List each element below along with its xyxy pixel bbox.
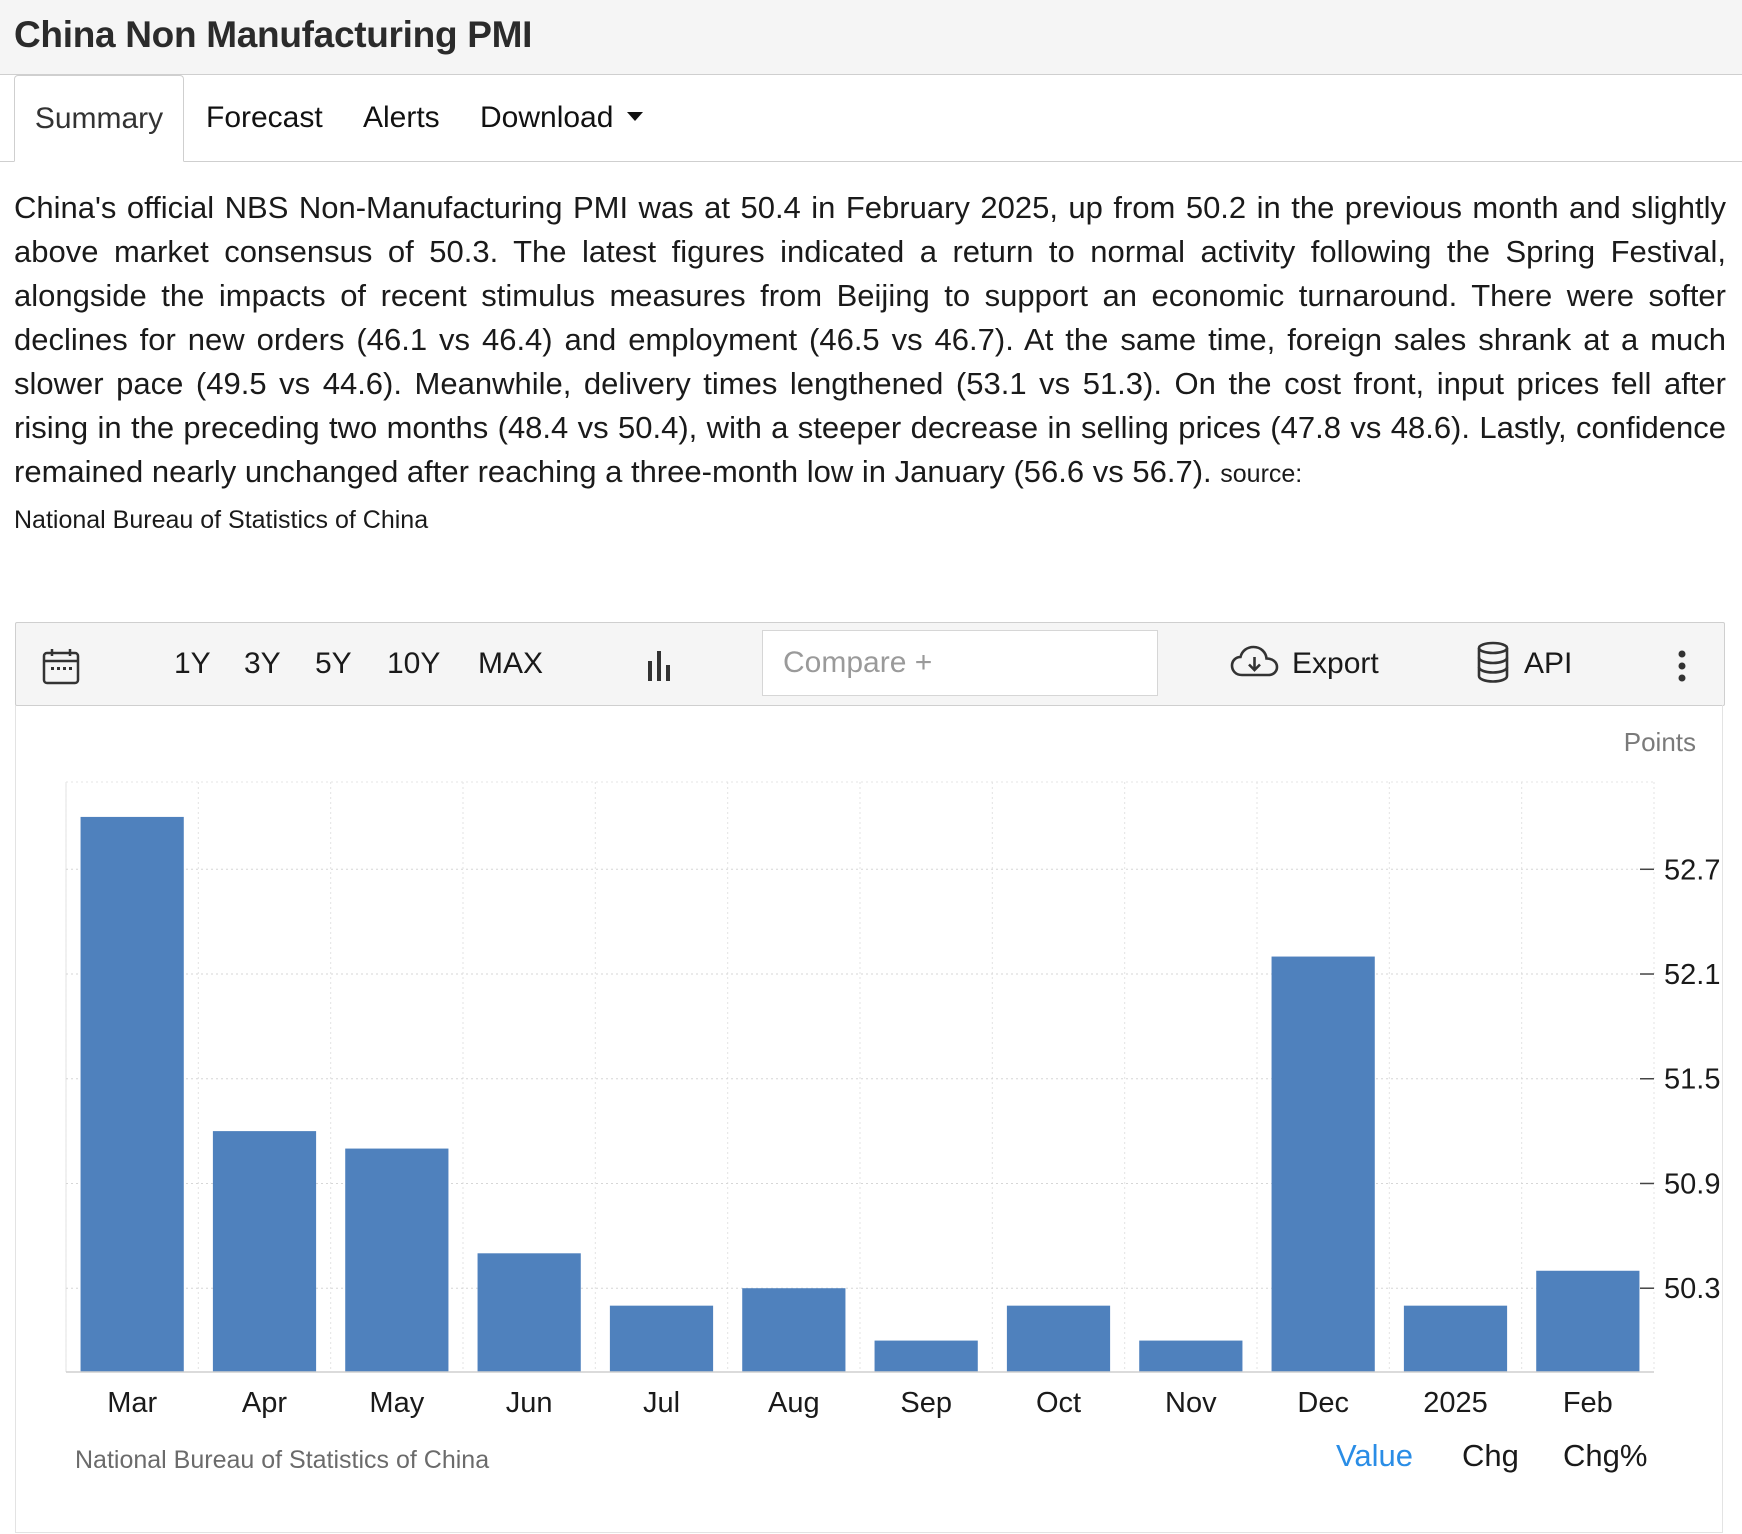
y-tick-label: 50.3 [1664, 1273, 1720, 1305]
x-tick-label: Sep [900, 1387, 952, 1419]
tab-alerts[interactable]: Alerts [363, 101, 440, 134]
bar[interactable] [1536, 1270, 1640, 1372]
x-tick-label: Dec [1297, 1387, 1349, 1419]
caret-down-icon [627, 111, 644, 121]
x-tick-label: Aug [768, 1387, 820, 1419]
chart-panel [15, 705, 1723, 1533]
bar[interactable] [874, 1340, 978, 1372]
page-title: China Non Manufacturing PMI [14, 14, 533, 55]
database-icon [1477, 641, 1509, 683]
x-tick-label: Oct [1036, 1387, 1081, 1419]
export-label: Export [1292, 647, 1379, 680]
x-tick-label: Jun [506, 1387, 553, 1419]
x-tick-label: Apr [242, 1387, 287, 1419]
range-1y[interactable]: 1Y [174, 647, 211, 680]
tab-forecast[interactable]: Forecast [206, 101, 323, 134]
x-tick-label: Feb [1563, 1387, 1613, 1419]
bar[interactable] [212, 1131, 317, 1372]
more-options-icon[interactable] [1676, 649, 1688, 688]
api-button[interactable]: API [1476, 623, 1572, 705]
bar[interactable] [1403, 1305, 1508, 1372]
range-3y[interactable]: 3Y [244, 647, 281, 680]
bar-chart-icon[interactable] [646, 649, 676, 686]
x-tick-label: May [369, 1387, 424, 1419]
chg-percent-tab[interactable]: Chg% [1563, 1438, 1648, 1473]
chg-tab[interactable]: Chg [1462, 1438, 1519, 1473]
x-tick-label: 2025 [1423, 1387, 1488, 1419]
y-tick-label: 50.9 [1664, 1168, 1720, 1200]
bar[interactable] [1271, 956, 1375, 1372]
cloud-download-icon [1230, 645, 1279, 677]
source-name: National Bureau of Statistics of China [14, 506, 429, 534]
bar[interactable] [742, 1288, 846, 1372]
tab-bar: Summary Forecast Alerts Download [0, 75, 1742, 162]
unit-label: Points [1624, 727, 1696, 757]
tab-download-label: Download [480, 101, 614, 134]
bar[interactable] [345, 1148, 449, 1372]
value-tab[interactable]: Value [1336, 1438, 1413, 1473]
range-max[interactable]: MAX [478, 647, 544, 680]
bar[interactable] [477, 1253, 581, 1372]
bar[interactable] [1139, 1340, 1243, 1372]
source-label: source: [1220, 460, 1303, 488]
tab-summary[interactable]: Summary [14, 75, 184, 162]
range-5y[interactable]: 5Y [315, 647, 352, 680]
range-10y[interactable]: 10Y [387, 647, 441, 680]
tab-download[interactable]: Download [480, 75, 644, 161]
page-header: China Non Manufacturing PMI [0, 0, 1742, 75]
bar[interactable] [609, 1305, 714, 1372]
y-tick-label: 51.5 [1664, 1064, 1720, 1096]
x-tick-label: Mar [107, 1387, 157, 1419]
chart-toolbar: 1Y 3Y 5Y 10Y MAX Export API [15, 622, 1725, 706]
summary-text: China's official NBS Non-Manufacturing P… [14, 186, 1726, 496]
bar[interactable] [1006, 1305, 1111, 1372]
api-label: API [1524, 647, 1573, 680]
compare-input[interactable] [762, 630, 1158, 696]
summary-body: China's official NBS Non-Manufacturing P… [14, 190, 1726, 489]
y-tick-label: 52.1 [1664, 959, 1720, 991]
export-button[interactable]: Export [1230, 623, 1379, 705]
bar[interactable] [80, 816, 184, 1372]
x-tick-label: Jul [643, 1387, 680, 1419]
y-tick-label: 52.7 [1664, 854, 1720, 886]
calendar-icon[interactable] [42, 647, 80, 690]
chart-source: National Bureau of Statistics of China [75, 1446, 490, 1474]
x-tick-label: Nov [1165, 1387, 1217, 1419]
